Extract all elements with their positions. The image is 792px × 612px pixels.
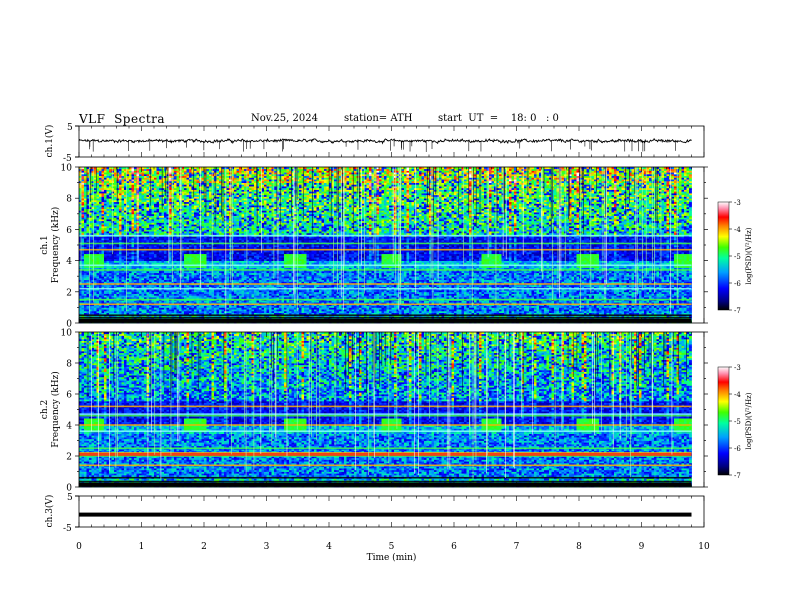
ch1-ytick-label: 5 <box>67 123 73 133</box>
ch1-ylabel: ch.1(V) <box>44 125 55 158</box>
ch1-ytick-label: -5 <box>63 154 72 164</box>
ch1-trace <box>79 139 692 144</box>
ch1-waveform-panel: 5 -5 ch.1(V) <box>44 123 704 164</box>
